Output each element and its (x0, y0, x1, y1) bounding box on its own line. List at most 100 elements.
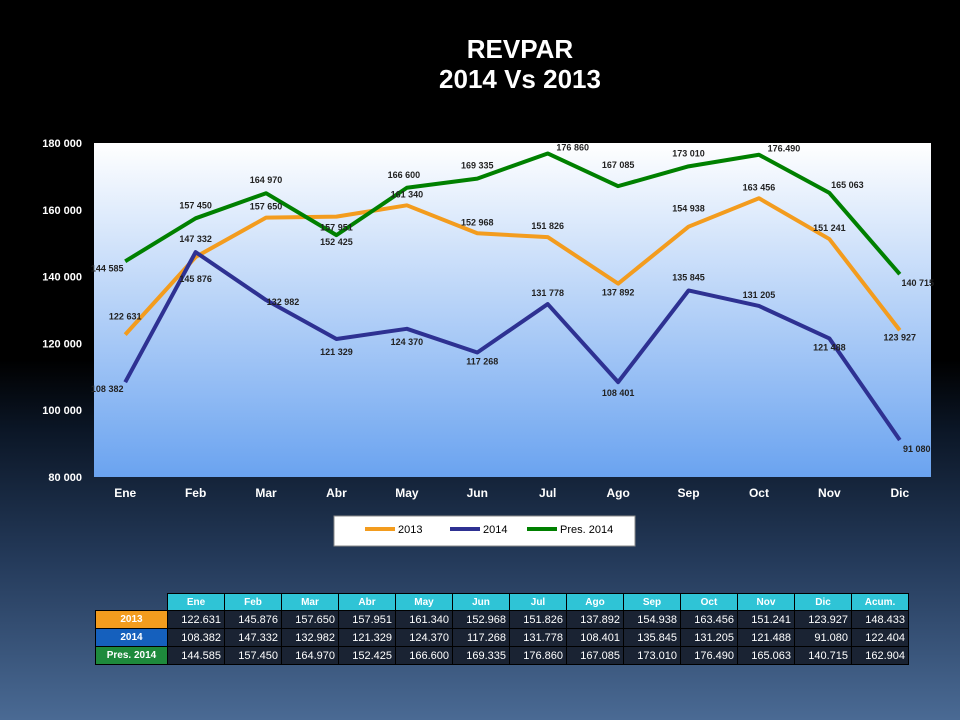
table-corner (96, 594, 168, 611)
chart-subtitle: 2014 Vs 2013 (439, 64, 601, 94)
table-cell: 151.826 (509, 610, 567, 629)
data-label: 147 332 (179, 234, 212, 244)
series-line-1 (123, 196, 902, 336)
table-row: Pres. 2014 144.585 157.450 164.970 152.425 16… (95, 646, 909, 665)
x-tick-label: Jul (539, 486, 556, 500)
data-label: 123 927 (884, 332, 917, 342)
data-label: 163 456 (743, 182, 776, 192)
table-cell: 152.425 (338, 646, 396, 665)
x-tick-label: Jun (467, 486, 488, 500)
table-row: 2013 122.631 145.876 157.650 157.951 161.340 1… (95, 610, 909, 629)
table-cell: 124.370 (395, 628, 453, 647)
data-label: 124 370 (391, 337, 424, 347)
data-label: 164 970 (250, 175, 283, 185)
x-tick-label: Abr (326, 486, 347, 500)
data-label: 169 335 (461, 161, 494, 171)
column-header: Ago (566, 593, 624, 611)
data-label: 161 340 (391, 189, 424, 199)
data-label: 145 876 (179, 274, 212, 284)
table-cell: 165.063 (737, 646, 795, 665)
table-cell: 131.778 (509, 628, 567, 647)
legend-label: 2013 (398, 524, 422, 536)
data-label: 140 715 (902, 278, 935, 288)
data-label: 167 085 (602, 160, 635, 170)
x-tick-label: Sep (678, 486, 700, 500)
column-header: Acum. (851, 593, 909, 611)
table-header-row: Ene Feb Mar Abr May Jun Jul Ago Sep Oct Nov Dic Acum… (96, 593, 909, 611)
column-header: May (395, 593, 453, 611)
table-cell: 148.433 (851, 610, 909, 629)
table-cell: 131.205 (680, 628, 738, 647)
column-header: Abr (338, 593, 396, 611)
data-label: 121 329 (320, 347, 353, 357)
data-label: 166 600 (388, 170, 421, 180)
table-cell: 157.450 (224, 646, 282, 665)
data-label: 157 951 (320, 223, 353, 233)
table-cell: 144.585 (167, 646, 225, 665)
table-cell: 157.650 (281, 610, 339, 629)
y-tick-label: 120 000 (42, 338, 82, 350)
data-label: 108 382 (91, 384, 124, 394)
row-label: 2014 (95, 628, 168, 647)
x-tick-label: Ago (606, 486, 629, 500)
table-cell: 108.401 (566, 628, 624, 647)
data-label: 121 488 (813, 342, 846, 352)
data-label: 131 778 (531, 288, 564, 298)
x-tick-label: Dic (890, 486, 909, 500)
y-tick-label: 140 000 (42, 272, 82, 284)
table-cell: 108.382 (167, 628, 225, 647)
row-label: Pres. 2014 (95, 646, 168, 665)
table-cell: 122.631 (167, 610, 225, 629)
column-header: Jul (509, 593, 567, 611)
data-label: 91 080 (903, 444, 931, 454)
data-label: 157 650 (250, 202, 283, 212)
data-label: 151 241 (813, 223, 846, 233)
y-tick-label: 80 000 (48, 472, 82, 484)
table-cell: 137.892 (566, 610, 624, 629)
data-label: 176 860 (556, 142, 589, 152)
data-label: 108 401 (602, 388, 635, 398)
data-label: 132 982 (267, 297, 300, 307)
series-line-3 (124, 151, 902, 276)
column-header: Ene (167, 593, 225, 611)
table-cell: 161.340 (395, 610, 453, 629)
table-cell: 163.456 (680, 610, 738, 629)
table-cell: 123.927 (794, 610, 852, 629)
table-cell: 169.335 (452, 646, 510, 665)
column-header: Dic (794, 593, 852, 611)
x-tick-label: Nov (818, 486, 841, 500)
data-label: 165 063 (831, 180, 864, 190)
table-cell: 91.080 (794, 628, 852, 647)
data-label: 131 205 (743, 290, 776, 300)
table-row: 2014 108.382 147.332 132.982 121.329 124.370 1… (95, 628, 909, 647)
table-cell: 132.982 (281, 628, 339, 647)
legend-label: Pres. 2014 (560, 524, 613, 536)
x-tick-label: May (395, 486, 419, 500)
x-tick-label: Feb (185, 486, 206, 500)
table-cell: 154.938 (623, 610, 681, 629)
data-label: 176.490 (768, 144, 801, 154)
column-header: Oct (680, 593, 738, 611)
data-label: 117 268 (466, 357, 498, 367)
y-tick-label: 180 000 (42, 138, 82, 150)
table-cell: 176.860 (509, 646, 567, 665)
data-label: 157 450 (179, 200, 212, 210)
column-header: Feb (224, 593, 282, 611)
row-label: 2013 (95, 610, 168, 629)
table-body: 2013 122.631 145.876 157.650 157.951 161.340 1… (95, 610, 909, 665)
table-cell: 135.845 (623, 628, 681, 647)
data-label: 137 892 (602, 288, 635, 298)
table-cell: 157.951 (338, 610, 396, 629)
table-cell: 147.332 (224, 628, 282, 647)
data-label: 135 845 (672, 272, 705, 282)
table-cell: 162.904 (851, 646, 909, 665)
table-cell: 121.488 (737, 628, 795, 647)
data-label: 152 425 (320, 237, 353, 247)
data-label: 144 585 (91, 263, 124, 273)
data-label: 173 010 (672, 148, 705, 158)
series-line-2 (123, 250, 902, 442)
column-header: Mar (281, 593, 339, 611)
column-header: Nov (737, 593, 795, 611)
column-header: Jun (452, 593, 510, 611)
table-cell: 140.715 (794, 646, 852, 665)
